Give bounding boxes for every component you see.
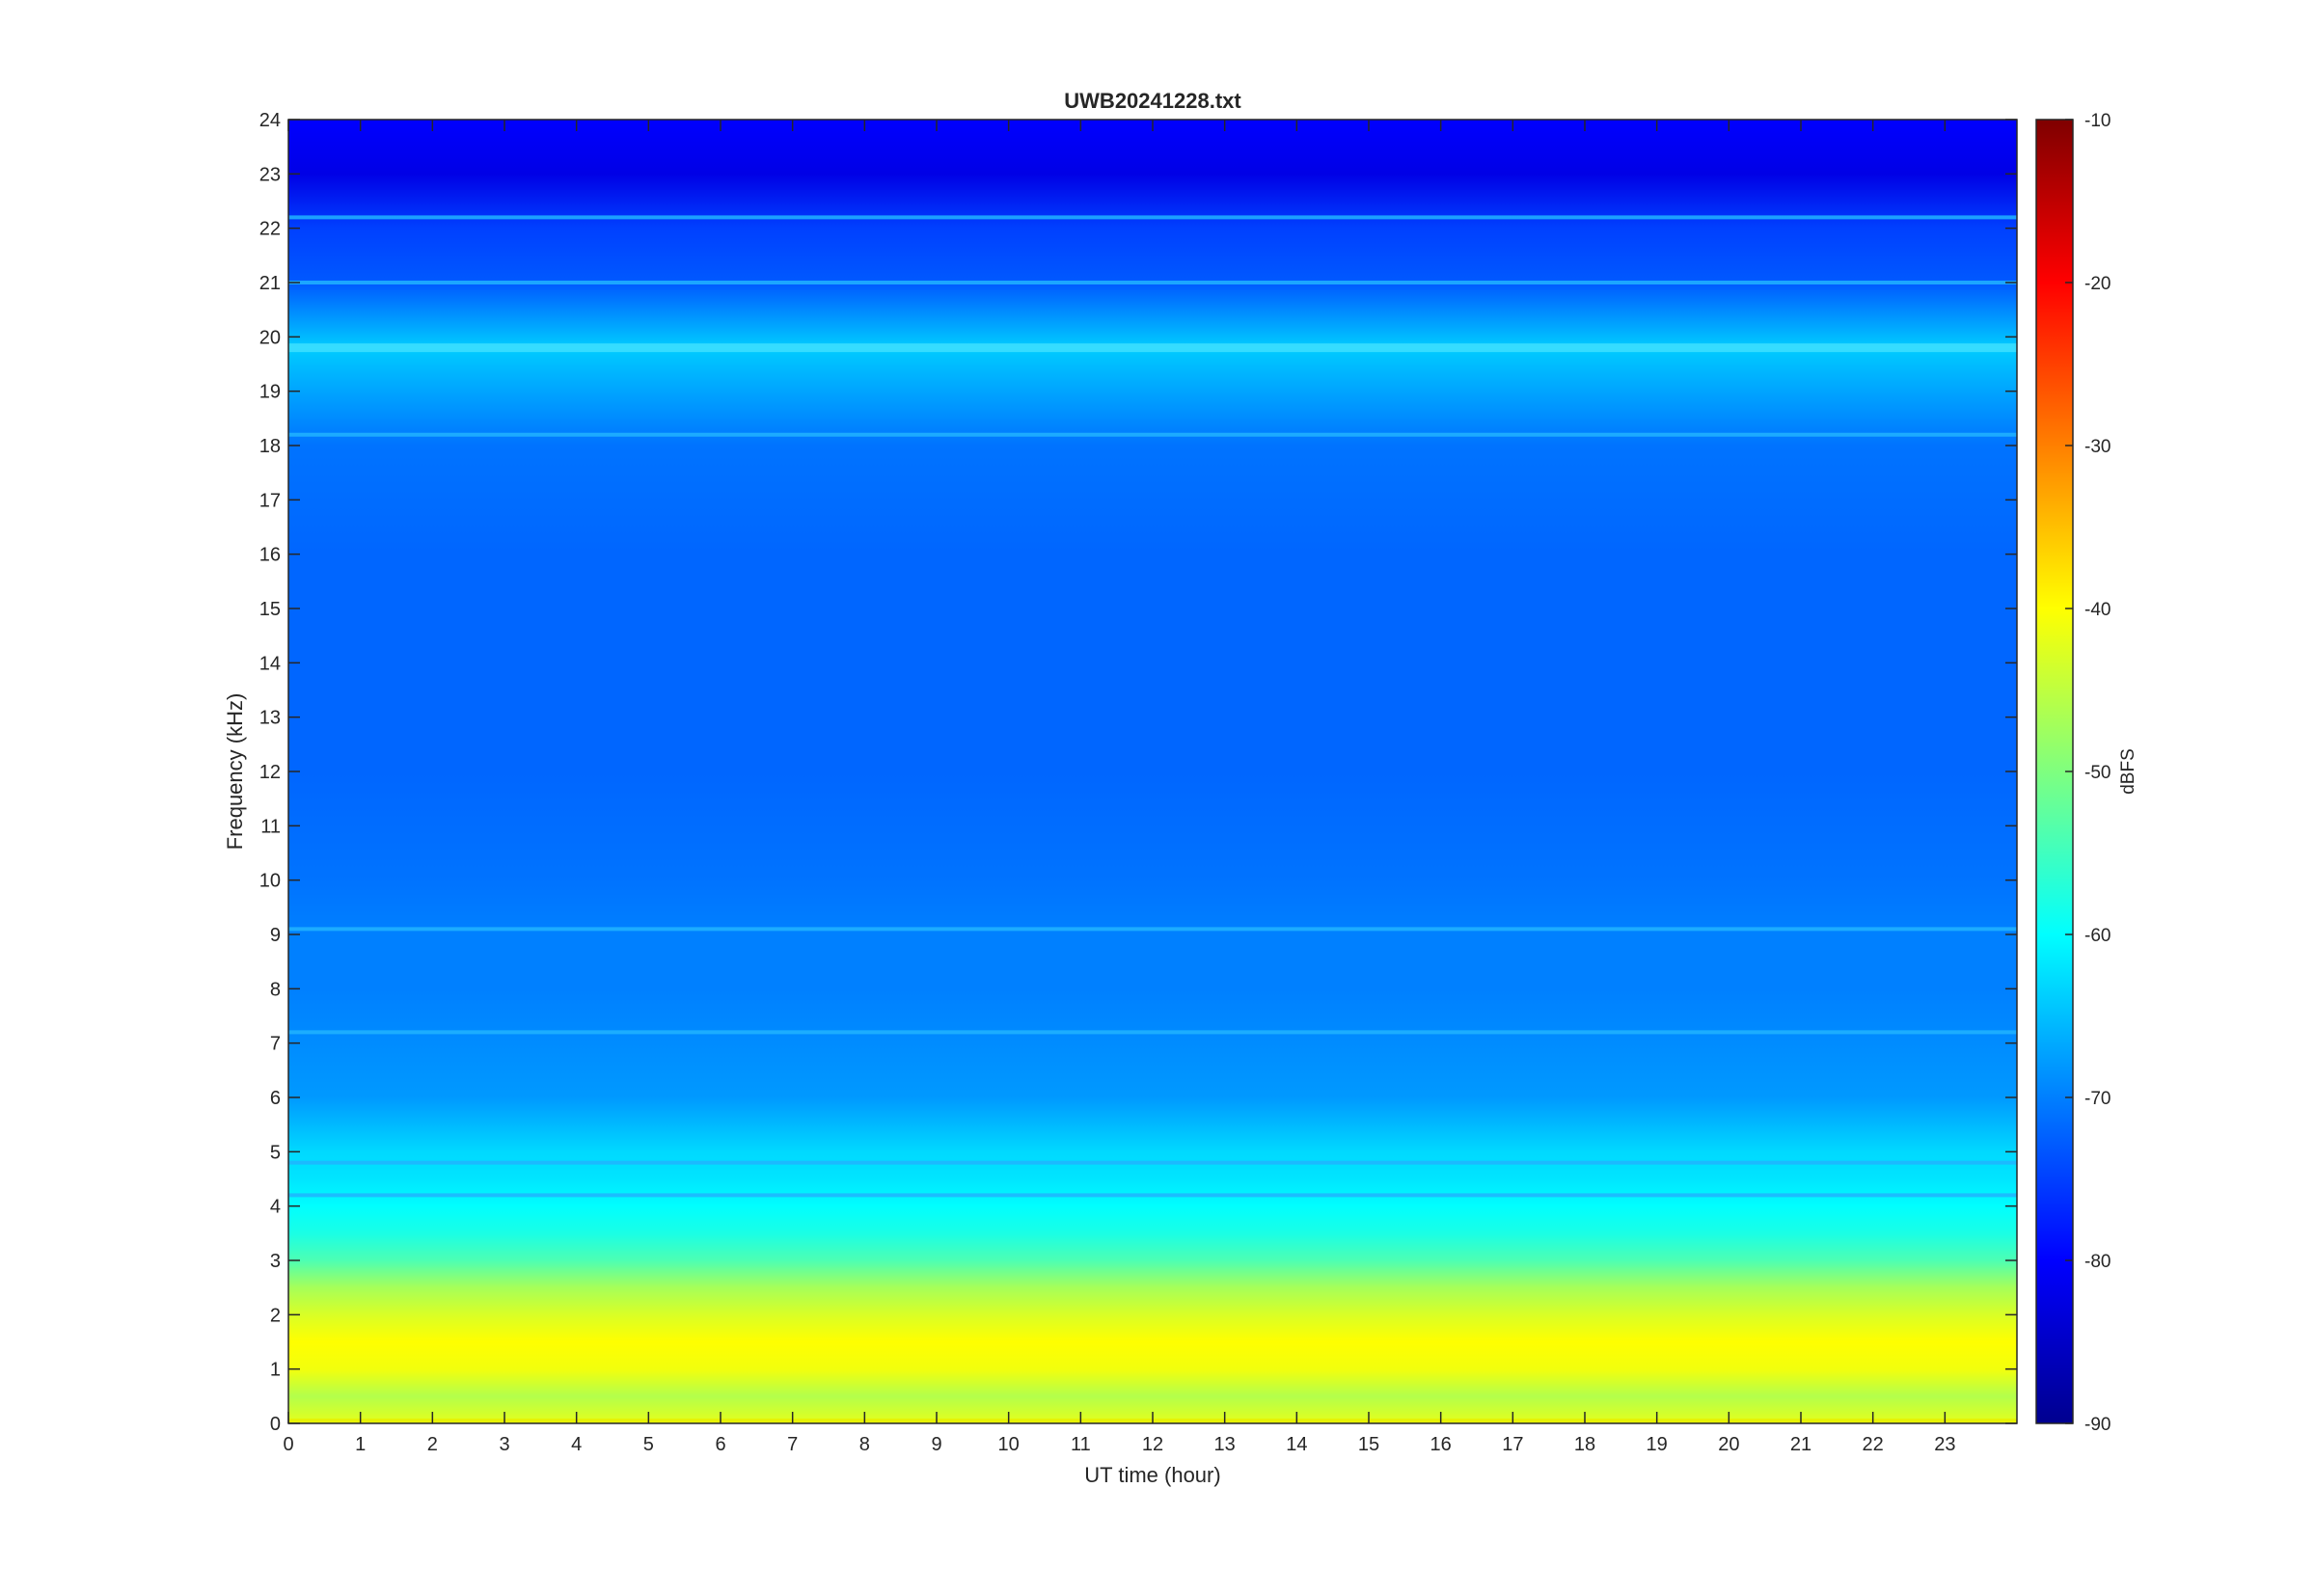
y-tick-label: 3: [270, 1251, 281, 1272]
colorbar-tick-label: -50: [2084, 763, 2111, 783]
y-tick-label: 13: [259, 708, 281, 729]
y-tick-label: 24: [259, 110, 281, 131]
x-tick-label: 20: [1718, 1434, 1739, 1455]
x-tick-label: 3: [499, 1434, 509, 1455]
x-tick-label: 9: [931, 1434, 941, 1455]
y-tick-label: 4: [270, 1197, 281, 1218]
y-tick-label: 11: [260, 816, 281, 837]
y-tick-label: 2: [270, 1305, 281, 1326]
x-tick-label: 22: [1863, 1434, 1884, 1455]
y-tick-label: 0: [270, 1414, 281, 1435]
colorbar: -90 -80 -70 -60 -50 -40 -30 -20 -10 dBFS: [2035, 111, 2138, 1435]
colorbar-tick-label: -70: [2084, 1089, 2111, 1109]
x-tick-label: 0: [283, 1434, 293, 1455]
x-tick-label: 5: [643, 1434, 654, 1455]
x-tick-label: 18: [1574, 1434, 1595, 1455]
spectrogram-plot-area: [287, 119, 2018, 1424]
x-tick-label: 12: [1142, 1434, 1163, 1455]
y-tick-label: 7: [270, 1034, 281, 1055]
x-tick-label: 16: [1430, 1434, 1452, 1455]
y-tick-label: 15: [259, 599, 281, 620]
colorbar-tick-label: -40: [2084, 600, 2111, 620]
y-tick-label: 1: [270, 1360, 281, 1381]
y-tick-label: 21: [259, 273, 281, 294]
y-axis-label: Frequency (kHz): [223, 693, 247, 851]
x-tick-label: 4: [571, 1434, 582, 1455]
y-tick-label: 10: [259, 871, 281, 892]
y-tick-label: 6: [270, 1088, 281, 1109]
colorbar-tick-label: -20: [2084, 274, 2111, 294]
x-tick-label: 13: [1214, 1434, 1236, 1455]
colorbar-tick-label: -90: [2084, 1415, 2111, 1435]
y-tick-label: 20: [259, 327, 281, 348]
x-tick-label: 7: [787, 1434, 798, 1455]
x-tick-label: 2: [427, 1434, 438, 1455]
y-tick-label: 16: [259, 545, 281, 566]
y-tick-label: 18: [259, 436, 281, 457]
x-tick-label: 21: [1790, 1434, 1811, 1455]
colorbar-tick-label: -80: [2084, 1252, 2111, 1272]
colorbar-tick-label: -60: [2084, 926, 2111, 946]
y-tick-label: 12: [259, 762, 281, 783]
y-tick-label: 9: [270, 925, 281, 946]
y-tick-label: 23: [259, 164, 281, 185]
y-tick-label: 22: [259, 219, 281, 240]
colorbar-label: dBFS: [2118, 748, 2138, 795]
x-tick-label: 23: [1934, 1434, 1955, 1455]
x-axis: 0 1 2 3 4 5 6 7 8 9 10 11 12 13 14 15 16 17 18 19 20 21 22 23: [283, 120, 1955, 1455]
y-tick-label: 14: [259, 653, 281, 674]
y-tick-label: 19: [259, 382, 281, 403]
x-tick-label: 11: [1071, 1434, 1091, 1455]
y-tick-label: 17: [259, 490, 281, 511]
chart-title: UWB20241228.txt: [1064, 89, 1241, 113]
x-axis-label: UT time (hour): [1084, 1463, 1220, 1487]
y-tick-label: 8: [270, 979, 281, 1000]
x-tick-label: 14: [1286, 1434, 1307, 1455]
x-tick-label: 15: [1358, 1434, 1379, 1455]
x-tick-label: 17: [1502, 1434, 1523, 1455]
x-tick-label: 10: [998, 1434, 1020, 1455]
colorbar-tick-label: -30: [2084, 437, 2111, 457]
colorbar-tick-label: -10: [2084, 111, 2111, 131]
x-tick-label: 19: [1647, 1434, 1668, 1455]
x-tick-label: 6: [715, 1434, 725, 1455]
spectrogram-fill: [288, 120, 2017, 1423]
x-tick-label: 1: [355, 1434, 366, 1455]
y-tick-label: 5: [270, 1142, 281, 1163]
x-tick-label: 8: [859, 1434, 870, 1455]
colorbar-ticks: -90 -80 -70 -60 -50 -40 -30 -20 -10: [2065, 111, 2111, 1435]
